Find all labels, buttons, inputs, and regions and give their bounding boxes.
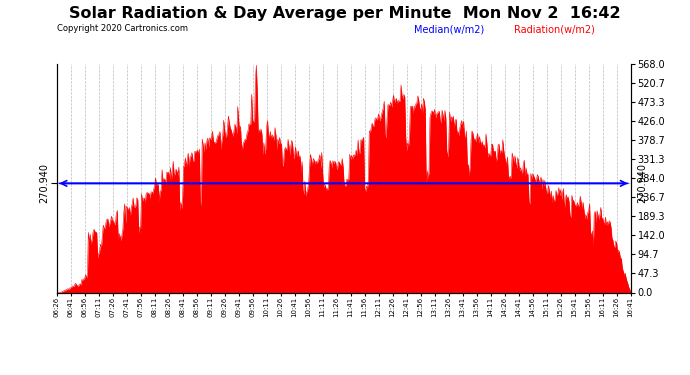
Text: Solar Radiation & Day Average per Minute  Mon Nov 2  16:42: Solar Radiation & Day Average per Minute… [69,6,621,21]
Text: Copyright 2020 Cartronics.com: Copyright 2020 Cartronics.com [57,24,188,33]
Text: 270.940: 270.940 [638,164,648,203]
Text: Radiation(w/m2): Radiation(w/m2) [514,24,595,34]
Text: Median(w/m2): Median(w/m2) [414,24,484,34]
